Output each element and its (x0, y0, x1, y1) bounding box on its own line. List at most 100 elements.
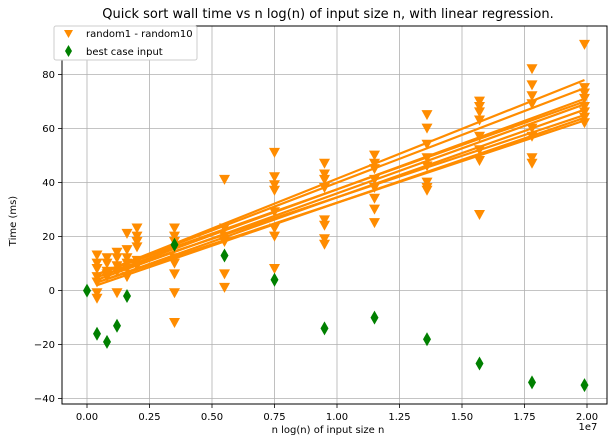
data-point-random (91, 288, 103, 299)
data-point-random (111, 261, 123, 272)
data-point-best-case (528, 375, 536, 390)
x-tick-label: 2.00 (576, 412, 598, 423)
data-point-random (421, 185, 433, 196)
data-point-random (269, 172, 280, 183)
data-point-random (91, 258, 103, 269)
data-point-random (369, 174, 380, 185)
x-tick-label: 1.25 (388, 412, 410, 423)
data-point-random (131, 261, 143, 272)
data-point-random (421, 139, 433, 150)
data-point-random (369, 183, 380, 193)
data-point-random (131, 242, 143, 253)
y-axis-label: Time (ms) (8, 196, 19, 248)
data-point-random (319, 158, 330, 169)
data-point-random (219, 223, 230, 234)
data-point-random (91, 277, 103, 288)
data-point-random (91, 250, 103, 261)
data-point-random (319, 220, 330, 231)
y-tick-label: 80 (42, 70, 55, 81)
y-tick-label: 60 (42, 124, 55, 135)
data-point-random (219, 174, 230, 185)
data-point-random (111, 247, 123, 258)
legend: random1 - random10 best case input (53, 25, 198, 61)
data-point-random (91, 264, 103, 274)
data-point-random (111, 253, 123, 264)
x-ticks: 0.00 0.25 0.50 0.75 1.00 1.25 1.50 1.75 2.00 (76, 404, 598, 423)
data-point-random (121, 264, 133, 274)
data-point-random (169, 269, 180, 280)
data-point-random (579, 112, 590, 123)
data-point-random (579, 88, 590, 99)
data-point-random (526, 131, 538, 142)
y-ticks: −40 −20 0 20 40 60 80 (34, 70, 62, 405)
data-point-random (269, 231, 280, 242)
data-point-random (131, 237, 143, 247)
data-point-random (131, 231, 143, 242)
y-tick-label: −40 (34, 394, 55, 405)
data-point-random (369, 204, 380, 215)
data-point-random (169, 258, 180, 269)
data-point-random (319, 215, 330, 226)
legend-marker-triangle (64, 30, 73, 38)
data-point-random (169, 223, 180, 234)
y-tick-label: 20 (42, 232, 55, 243)
data-point-best-case (93, 326, 101, 341)
legend-label-best-case: best case input (86, 47, 163, 58)
data-point-random (369, 150, 380, 161)
data-point-best-case (113, 318, 121, 333)
data-point-random (131, 223, 143, 234)
data-point-random (319, 234, 330, 245)
data-point-random (579, 107, 590, 118)
data-point-random (579, 102, 590, 112)
data-point-best-case (423, 332, 431, 347)
data-point-random (526, 99, 538, 110)
regression-line (96, 78, 585, 276)
data-point-random (91, 272, 103, 283)
data-point-random (319, 183, 330, 193)
data-point-random (111, 266, 123, 277)
data-point-random (269, 185, 280, 196)
data-point-random (269, 264, 280, 274)
data-point-random (421, 161, 433, 172)
data-point-random (169, 231, 180, 242)
legend-label-random: random1 - random10 (86, 29, 193, 40)
data-point-random (219, 269, 230, 280)
data-point-random (169, 318, 180, 328)
x-tick-label: 1.00 (326, 412, 348, 423)
chart-title: Quick sort wall time vs n log(n) of inpu… (102, 7, 554, 22)
data-point-random (526, 123, 538, 134)
x-offset-label: 1e7 (579, 422, 598, 433)
data-point-random (101, 253, 113, 264)
x-tick-label: 0.00 (76, 412, 98, 423)
data-point-random (526, 91, 538, 102)
x-axis-label: n log(n) of input size n (272, 425, 385, 436)
data-point-random (91, 293, 103, 304)
data-point-random (269, 207, 280, 218)
y-tick-label: −20 (34, 340, 55, 351)
data-point-random (319, 239, 330, 250)
data-point-random (111, 288, 123, 299)
data-point-random (169, 288, 180, 299)
data-point-random (474, 210, 485, 220)
data-point-random (219, 282, 230, 293)
data-point-random (526, 80, 538, 91)
data-point-random (526, 158, 538, 169)
data-point-best-case (123, 289, 131, 303)
data-point-random (526, 153, 538, 164)
data-point-random (121, 258, 133, 269)
data-point-random (219, 231, 230, 242)
data-point-random (421, 153, 433, 164)
plot-frame (61, 25, 608, 405)
data-point-random (421, 110, 433, 121)
data-point-random (269, 180, 280, 191)
data-point-random (169, 253, 180, 264)
data-point-random (219, 237, 230, 247)
data-point-random (101, 258, 113, 269)
data-point-best-case (220, 248, 229, 263)
data-point-random (369, 164, 380, 175)
data-point-random (474, 156, 485, 166)
x-tick-label: 0.50 (201, 412, 223, 423)
regression-line (96, 87, 585, 276)
